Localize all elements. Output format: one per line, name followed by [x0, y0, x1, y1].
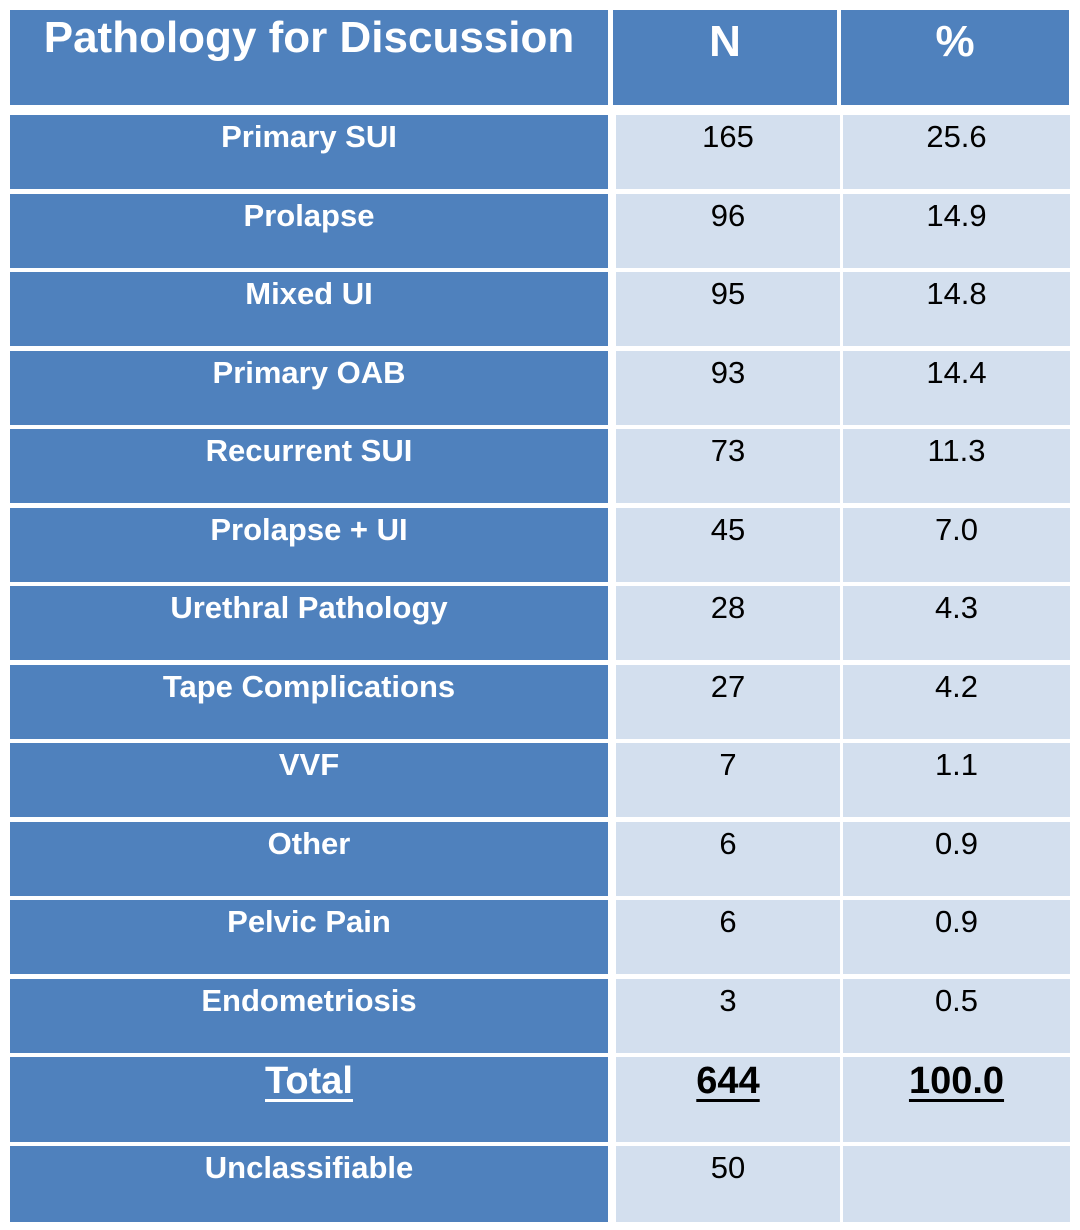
row-n: 6 — [616, 900, 840, 974]
row-n: 93 — [616, 350, 840, 425]
unclassifiable-row: Unclassifiable 50 — [10, 1146, 1070, 1222]
row-n: 27 — [616, 664, 840, 739]
row-label: Endometriosis — [10, 978, 608, 1053]
row-label: Mixed UI — [10, 272, 608, 346]
unclassifiable-n: 50 — [616, 1146, 840, 1222]
row-label: Recurrent SUI — [10, 429, 608, 503]
table-row: Pelvic Pain 6 0.9 — [10, 900, 1070, 979]
row-label: Primary SUI — [10, 115, 608, 189]
row-n: 165 — [616, 115, 840, 189]
table-row: Urethral Pathology 28 4.3 — [10, 586, 1070, 665]
total-label: Total — [265, 1060, 353, 1102]
table-row: Endometriosis 3 0.5 — [10, 978, 1070, 1058]
row-label: Urethral Pathology — [10, 586, 608, 660]
table-row: Primary OAB 93 14.4 — [10, 350, 1070, 430]
table-body: Primary SUI 165 25.6 Prolapse 96 14.9 Mi… — [10, 115, 1070, 1222]
row-percent: 0.9 — [843, 900, 1070, 974]
table-row: Prolapse 96 14.9 — [10, 193, 1070, 273]
row-label: Prolapse + UI — [10, 507, 608, 582]
row-n: 6 — [616, 821, 840, 896]
row-n: 7 — [616, 743, 840, 817]
total-n: 644 — [696, 1060, 760, 1102]
row-n: 28 — [616, 586, 840, 660]
table-row: Prolapse + UI 45 7.0 — [10, 507, 1070, 587]
row-n: 73 — [616, 429, 840, 503]
row-percent: 7.0 — [843, 507, 1070, 582]
header-pathology: Pathology for Discussion — [10, 10, 608, 105]
row-percent: 14.4 — [843, 350, 1070, 425]
total-n-cell: 644 — [616, 1057, 840, 1142]
total-percent: 100.0 — [908, 1060, 1005, 1102]
row-percent: 11.3 — [843, 429, 1070, 503]
total-row: Total 644 100.0 — [10, 1057, 1070, 1146]
row-percent: 4.2 — [843, 664, 1070, 739]
pathology-table: Pathology for Discussion N % Primary SUI… — [10, 10, 1070, 1222]
row-percent: 0.9 — [843, 821, 1070, 896]
row-percent: 4.3 — [843, 586, 1070, 660]
total-percent-cell: 100.0 — [843, 1057, 1070, 1142]
header-n: N — [613, 10, 837, 105]
row-n: 95 — [616, 272, 840, 346]
total-label-cell: Total — [10, 1057, 608, 1142]
row-percent: 1.1 — [843, 743, 1070, 817]
row-n: 45 — [616, 507, 840, 582]
table-row: VVF 7 1.1 — [10, 743, 1070, 822]
unclassifiable-percent — [843, 1146, 1070, 1222]
row-n: 3 — [616, 978, 840, 1053]
row-percent: 14.8 — [843, 272, 1070, 346]
row-percent: 14.9 — [843, 193, 1070, 268]
table-row: Recurrent SUI 73 11.3 — [10, 429, 1070, 508]
row-label: Pelvic Pain — [10, 900, 608, 974]
row-label: Other — [10, 821, 608, 896]
row-label: VVF — [10, 743, 608, 817]
table-row: Primary SUI 165 25.6 — [10, 115, 1070, 194]
table-header-row: Pathology for Discussion N % — [10, 10, 1070, 105]
row-n: 96 — [616, 193, 840, 268]
row-percent: 25.6 — [843, 115, 1070, 189]
row-percent: 0.5 — [843, 978, 1070, 1053]
header-percent: % — [841, 10, 1069, 105]
row-label: Tape Complications — [10, 664, 608, 739]
row-label: Primary OAB — [10, 350, 608, 425]
table-row: Mixed UI 95 14.8 — [10, 272, 1070, 351]
table-row: Tape Complications 27 4.2 — [10, 664, 1070, 744]
table-row: Other 6 0.9 — [10, 821, 1070, 901]
row-label: Prolapse — [10, 193, 608, 268]
unclassifiable-label: Unclassifiable — [10, 1146, 608, 1222]
